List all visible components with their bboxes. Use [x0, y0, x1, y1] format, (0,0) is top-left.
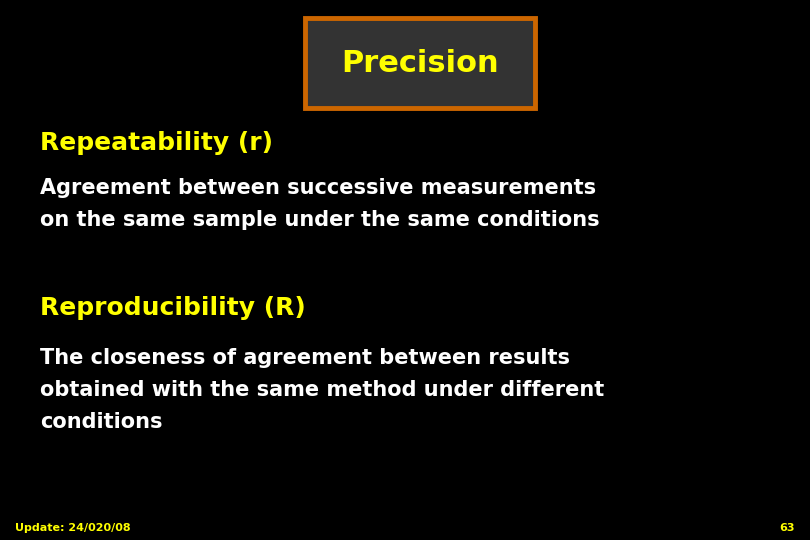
- Text: 63: 63: [779, 523, 795, 533]
- Text: Precision: Precision: [341, 49, 499, 78]
- Text: The closeness of agreement between results: The closeness of agreement between resul…: [40, 348, 570, 368]
- Text: Agreement between successive measurements: Agreement between successive measurement…: [40, 178, 596, 198]
- Text: Reproducibility (R): Reproducibility (R): [40, 296, 305, 320]
- Text: conditions: conditions: [40, 412, 163, 432]
- Text: Repeatability (r): Repeatability (r): [40, 131, 273, 155]
- FancyBboxPatch shape: [305, 18, 535, 108]
- Text: on the same sample under the same conditions: on the same sample under the same condit…: [40, 210, 599, 230]
- Text: obtained with the same method under different: obtained with the same method under diff…: [40, 380, 604, 400]
- Text: Update: 24/020/08: Update: 24/020/08: [15, 523, 130, 533]
